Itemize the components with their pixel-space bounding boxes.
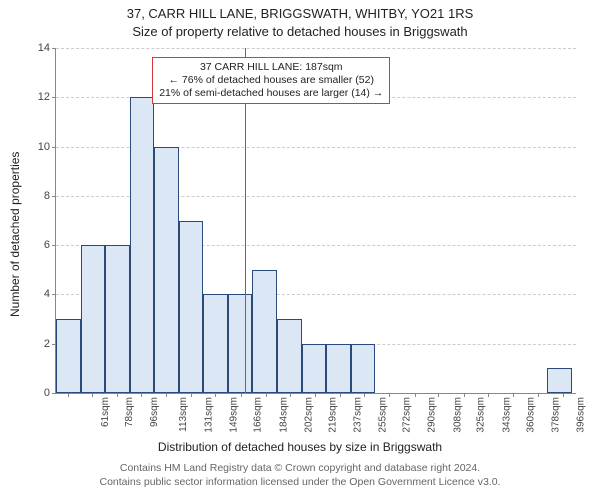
xtick-mark bbox=[141, 393, 142, 397]
xtick-mark bbox=[215, 393, 216, 397]
xtick-label: 166sqm bbox=[253, 397, 264, 433]
histogram-bar bbox=[154, 147, 179, 393]
chart-title-line1: 37, CARR HILL LANE, BRIGGSWATH, WHITBY, … bbox=[0, 6, 600, 21]
ytick-label: 10 bbox=[38, 141, 50, 153]
xtick-label: 360sqm bbox=[525, 397, 536, 433]
annot-line1: 37 CARR HILL LANE: 187sqm bbox=[200, 61, 343, 73]
y-axis-label: Number of detached properties bbox=[8, 152, 22, 317]
x-axis-label: Distribution of detached houses by size … bbox=[0, 440, 600, 454]
annot-line2: ← 76% of detached houses are smaller (52… bbox=[169, 74, 374, 86]
xtick-label: 113sqm bbox=[178, 397, 189, 432]
xtick-label: 396sqm bbox=[576, 397, 587, 433]
xtick-label: 219sqm bbox=[327, 397, 338, 433]
xtick-label: 184sqm bbox=[278, 397, 289, 433]
xtick-mark bbox=[563, 393, 564, 397]
annot-line3: 21% of semi-detached houses are larger (… bbox=[159, 87, 383, 99]
ytick-mark bbox=[52, 294, 56, 295]
xtick-mark bbox=[364, 393, 365, 397]
xtick-mark bbox=[315, 393, 316, 397]
xtick-mark bbox=[191, 393, 192, 397]
xtick-label: 78sqm bbox=[124, 397, 135, 427]
xtick-label: 131sqm bbox=[204, 397, 215, 433]
xtick-label: 325sqm bbox=[476, 397, 487, 433]
plot-area: 0246810121461sqm78sqm96sqm113sqm131sqm14… bbox=[55, 48, 576, 394]
ytick-mark bbox=[52, 245, 56, 246]
xtick-label: 237sqm bbox=[353, 397, 364, 433]
xtick-mark bbox=[290, 393, 291, 397]
ytick-mark bbox=[52, 48, 56, 49]
xtick-mark bbox=[488, 393, 489, 397]
histogram-bar bbox=[277, 319, 302, 393]
xtick-label: 272sqm bbox=[402, 397, 413, 433]
xtick-label: 378sqm bbox=[550, 397, 561, 433]
ytick-mark bbox=[52, 196, 56, 197]
ytick-mark bbox=[52, 97, 56, 98]
ytick-label: 8 bbox=[44, 190, 50, 202]
xtick-label: 290sqm bbox=[427, 397, 438, 433]
xtick-label: 149sqm bbox=[229, 397, 240, 433]
histogram-bar bbox=[81, 245, 106, 393]
xtick-mark bbox=[266, 393, 267, 397]
ytick-label: 12 bbox=[38, 91, 50, 103]
footer-line1: Contains HM Land Registry data © Crown c… bbox=[120, 462, 480, 474]
xtick-mark bbox=[166, 393, 167, 397]
xtick-mark bbox=[92, 393, 93, 397]
xtick-mark bbox=[117, 393, 118, 397]
ytick-label: 4 bbox=[44, 288, 50, 300]
xtick-mark bbox=[340, 393, 341, 397]
histogram-bar bbox=[105, 245, 130, 393]
annotation-box: 37 CARR HILL LANE: 187sqm← 76% of detach… bbox=[152, 57, 390, 104]
histogram-bar bbox=[302, 344, 327, 393]
ytick-mark bbox=[52, 393, 56, 394]
histogram-bar bbox=[130, 97, 155, 393]
xtick-label: 308sqm bbox=[452, 397, 463, 433]
xtick-mark bbox=[438, 393, 439, 397]
ytick-label: 2 bbox=[44, 338, 50, 350]
histogram-bar bbox=[228, 294, 253, 393]
chart-title-line2: Size of property relative to detached ho… bbox=[0, 24, 600, 39]
ytick-label: 0 bbox=[44, 387, 50, 399]
histogram-bar bbox=[326, 344, 351, 393]
ytick-mark bbox=[52, 147, 56, 148]
xtick-mark bbox=[538, 393, 539, 397]
xtick-mark bbox=[415, 393, 416, 397]
xtick-mark bbox=[513, 393, 514, 397]
xtick-mark bbox=[241, 393, 242, 397]
xtick-label: 202sqm bbox=[303, 397, 314, 433]
footer-line2: Contains public sector information licen… bbox=[100, 476, 501, 488]
footer-attribution: Contains HM Land Registry data © Crown c… bbox=[0, 462, 600, 489]
histogram-bar bbox=[547, 368, 572, 393]
histogram-bar bbox=[203, 294, 228, 393]
histogram-bar bbox=[56, 319, 81, 393]
xtick-label: 255sqm bbox=[378, 397, 389, 433]
xtick-mark bbox=[389, 393, 390, 397]
histogram-bar bbox=[179, 221, 204, 394]
xtick-label: 343sqm bbox=[501, 397, 512, 433]
xtick-label: 61sqm bbox=[100, 397, 111, 427]
histogram-bar bbox=[351, 344, 376, 393]
histogram-bar bbox=[252, 270, 277, 393]
gridline bbox=[56, 48, 576, 49]
xtick-mark bbox=[68, 393, 69, 397]
xtick-mark bbox=[464, 393, 465, 397]
xtick-label: 96sqm bbox=[149, 397, 160, 427]
chart-container: 37, CARR HILL LANE, BRIGGSWATH, WHITBY, … bbox=[0, 0, 600, 500]
ytick-label: 14 bbox=[38, 42, 50, 54]
ytick-label: 6 bbox=[44, 239, 50, 251]
